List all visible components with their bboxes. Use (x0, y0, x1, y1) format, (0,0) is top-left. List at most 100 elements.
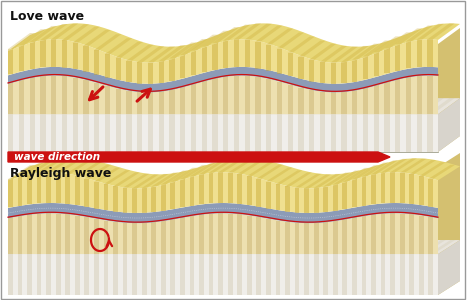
Polygon shape (113, 172, 140, 186)
Polygon shape (46, 172, 51, 203)
Polygon shape (8, 33, 35, 49)
Polygon shape (46, 254, 51, 295)
Polygon shape (417, 114, 422, 152)
Polygon shape (201, 81, 207, 114)
Polygon shape (295, 188, 299, 213)
Text: wave direction: wave direction (14, 152, 100, 162)
Polygon shape (371, 240, 398, 254)
Polygon shape (352, 60, 357, 82)
Polygon shape (381, 173, 385, 203)
Polygon shape (419, 162, 446, 176)
Polygon shape (341, 98, 368, 114)
Polygon shape (255, 114, 261, 152)
Polygon shape (427, 114, 432, 152)
Polygon shape (105, 54, 110, 78)
Polygon shape (276, 221, 280, 254)
Polygon shape (218, 240, 245, 254)
Polygon shape (72, 98, 100, 114)
Polygon shape (276, 170, 302, 184)
Polygon shape (256, 179, 261, 207)
Polygon shape (406, 26, 433, 41)
Polygon shape (400, 240, 426, 254)
Polygon shape (390, 240, 417, 254)
Polygon shape (295, 254, 299, 295)
Polygon shape (51, 114, 57, 152)
Polygon shape (410, 160, 436, 174)
Polygon shape (323, 172, 350, 187)
Polygon shape (142, 174, 169, 188)
Polygon shape (85, 240, 111, 254)
Polygon shape (314, 174, 340, 188)
Polygon shape (209, 214, 213, 254)
Polygon shape (105, 114, 110, 152)
Polygon shape (158, 98, 186, 114)
Polygon shape (234, 23, 261, 39)
Polygon shape (276, 240, 302, 254)
Polygon shape (237, 254, 242, 295)
Polygon shape (132, 254, 137, 295)
Polygon shape (223, 40, 228, 68)
Polygon shape (62, 40, 67, 68)
Polygon shape (381, 240, 407, 254)
Polygon shape (94, 240, 121, 254)
Polygon shape (341, 92, 347, 114)
Polygon shape (190, 176, 194, 206)
Polygon shape (309, 90, 314, 114)
Polygon shape (105, 98, 132, 114)
Polygon shape (148, 46, 175, 62)
Polygon shape (169, 98, 197, 114)
Polygon shape (320, 46, 347, 62)
Polygon shape (158, 45, 186, 61)
Polygon shape (62, 24, 89, 40)
Polygon shape (228, 159, 255, 173)
Polygon shape (148, 92, 153, 114)
Polygon shape (83, 46, 89, 72)
Polygon shape (123, 188, 127, 213)
Polygon shape (320, 62, 325, 83)
Polygon shape (169, 58, 175, 81)
Polygon shape (56, 254, 61, 295)
Polygon shape (46, 213, 51, 254)
Polygon shape (255, 77, 261, 114)
Polygon shape (8, 254, 438, 295)
Polygon shape (323, 240, 350, 254)
Polygon shape (255, 98, 283, 114)
Polygon shape (342, 182, 347, 209)
Polygon shape (158, 114, 164, 152)
Polygon shape (161, 221, 166, 254)
Polygon shape (277, 82, 282, 114)
Polygon shape (285, 254, 290, 295)
Polygon shape (180, 114, 185, 152)
Polygon shape (83, 114, 89, 152)
Polygon shape (8, 28, 30, 44)
Polygon shape (314, 223, 318, 254)
Polygon shape (304, 223, 309, 254)
Polygon shape (37, 159, 64, 173)
Polygon shape (123, 254, 127, 295)
Polygon shape (288, 114, 293, 152)
Polygon shape (105, 86, 110, 114)
Polygon shape (29, 77, 35, 114)
Polygon shape (333, 184, 338, 211)
Polygon shape (320, 92, 325, 114)
Polygon shape (83, 30, 111, 46)
Polygon shape (75, 240, 102, 254)
Polygon shape (209, 173, 213, 203)
Polygon shape (132, 188, 137, 213)
Polygon shape (8, 23, 460, 63)
Polygon shape (37, 214, 42, 254)
Polygon shape (209, 240, 235, 254)
Polygon shape (295, 240, 321, 254)
Polygon shape (8, 254, 13, 295)
Polygon shape (438, 153, 460, 295)
Polygon shape (374, 36, 401, 52)
Polygon shape (142, 254, 147, 295)
Polygon shape (381, 214, 385, 254)
Polygon shape (158, 91, 164, 114)
Polygon shape (323, 187, 328, 212)
Polygon shape (8, 82, 14, 114)
Polygon shape (94, 182, 99, 209)
Polygon shape (395, 114, 400, 152)
Polygon shape (170, 182, 175, 209)
Polygon shape (85, 179, 89, 207)
